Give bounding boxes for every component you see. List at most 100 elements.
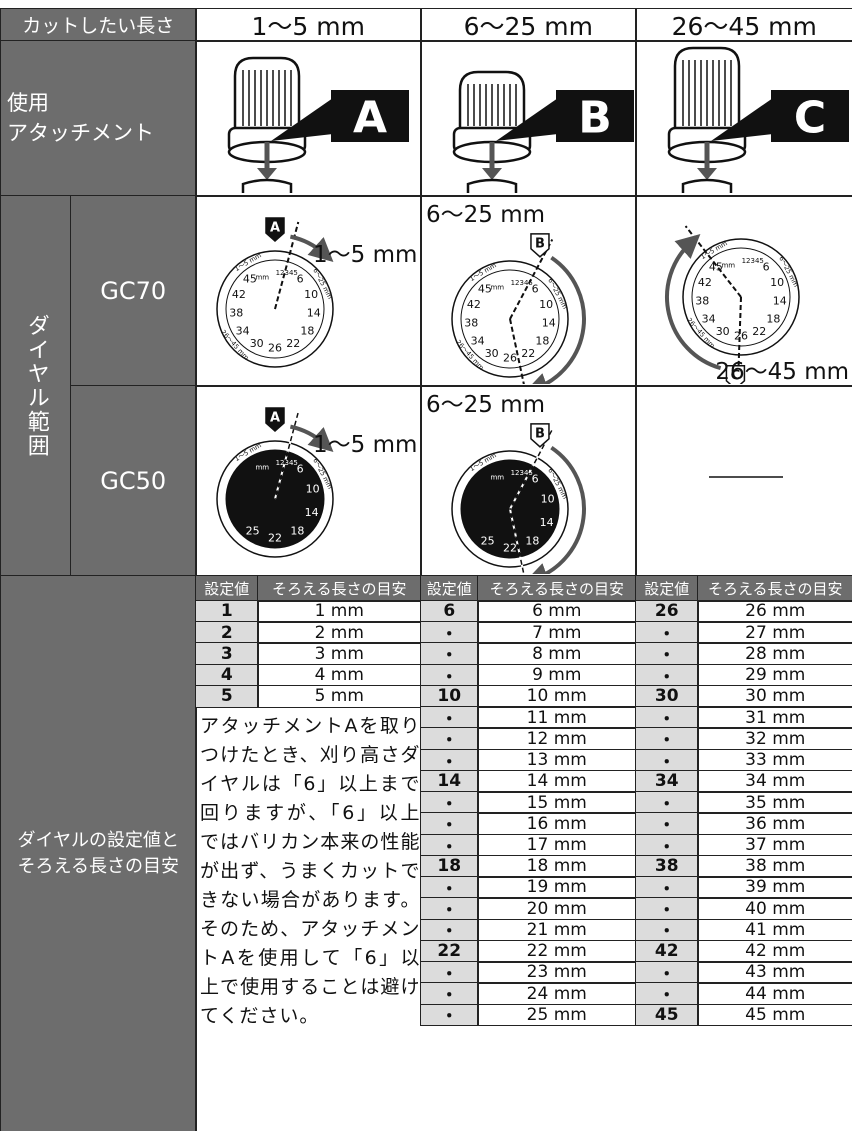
scale-number: 10: [304, 288, 318, 301]
label-line: アタッチメント: [7, 121, 154, 146]
scale-number: 14: [542, 317, 556, 330]
scale-number: 6: [531, 283, 538, 296]
scale-number: 6: [296, 273, 303, 286]
length-value: 5 mm: [257, 684, 422, 708]
scale-number: 45: [243, 273, 257, 286]
scale-number: 10: [539, 298, 553, 311]
scale-number: 22: [268, 532, 282, 545]
scale-number: 26: [268, 342, 282, 355]
scale-number: 30: [715, 325, 729, 338]
setting-value: 18: [420, 854, 479, 878]
scale-number: 6: [531, 473, 538, 486]
dial-cell: 1～5 mm 6～25 mm 26～45 mm 12345 mm 45 42 38 34 30 26…: [420, 195, 637, 387]
attachment-letter: A: [353, 93, 387, 144]
setting-value: ・: [420, 961, 479, 984]
setting-value: ・: [635, 897, 699, 921]
badge-letter: A: [270, 221, 280, 236]
model-name: GC50: [70, 385, 197, 577]
length-value: 7 mm: [477, 621, 637, 644]
setting-value: ・: [635, 812, 699, 836]
column-header: そろえる長さの目安: [477, 575, 637, 602]
length-value: 27 mm: [697, 621, 852, 644]
unit: mm: [721, 262, 735, 270]
setting-value: ・: [635, 642, 699, 666]
badge: [725, 365, 745, 385]
length-value: 45 mm: [697, 1003, 852, 1027]
length-value: 39 mm: [697, 876, 852, 899]
setting-value: ・: [420, 706, 479, 729]
settings-label: ダイヤルの設定値と そろえる長さの目安: [0, 575, 197, 1131]
setting-value: ・: [420, 812, 479, 836]
setting-value: 6: [420, 600, 479, 623]
scale-number: 25: [480, 535, 494, 548]
scale-number: 38: [464, 317, 478, 330]
setting-value: 10: [420, 684, 479, 708]
illustration: [708, 476, 783, 478]
badge-letter: B: [535, 237, 545, 252]
length-value: 2 mm: [257, 621, 422, 644]
scale-number: 6: [762, 261, 769, 274]
dial-range-label: ダイヤル範囲: [0, 195, 72, 577]
scale-number: 14: [773, 295, 787, 308]
setting-value: 2: [195, 621, 259, 644]
scale-number: 38: [695, 295, 709, 308]
clipper-head: [466, 179, 517, 194]
length-value: 10 mm: [477, 684, 637, 708]
scale-number: 30: [249, 337, 263, 350]
scale-number: 10: [540, 493, 554, 506]
label-box: [330, 90, 409, 143]
scale-number: 22: [521, 347, 535, 360]
illustration: A: [227, 57, 409, 194]
arrow-head: [481, 168, 502, 181]
length-value: 36 mm: [697, 812, 852, 836]
range-arrow: [523, 446, 586, 575]
setting-value: ・: [635, 876, 699, 899]
label-pointer: [710, 98, 773, 142]
scale-number: 34: [470, 335, 484, 348]
header-label: カットしたい長さ: [0, 8, 197, 42]
setting-value: 45: [635, 1003, 699, 1027]
setting-value: ・: [635, 706, 699, 729]
scale-number: 45: [478, 283, 492, 296]
dial-cell: 1～5 mm 6～25 mm 26～45 mm 12345 mm 45 42 38 34 30 26…: [195, 195, 422, 387]
attachment-cell: C: [635, 40, 852, 197]
setting-value: 42: [635, 939, 699, 963]
unit: mm: [490, 284, 504, 292]
arrow-head: [256, 168, 277, 181]
length-value: 9 mm: [477, 663, 637, 687]
attachment-letter: B: [578, 93, 612, 144]
length-value: 20 mm: [477, 897, 637, 921]
scale-number: 18: [525, 535, 539, 548]
length-value: 11 mm: [477, 706, 637, 729]
fine-scale: 12345: [510, 469, 532, 477]
model-name: GC70: [70, 195, 197, 387]
badge: [529, 423, 550, 449]
length-value: 23 mm: [477, 961, 637, 984]
unit: mm: [255, 464, 269, 472]
setting-value: 3: [195, 642, 259, 666]
label-line: ダイヤルの設定値と: [17, 829, 179, 851]
length-value: 8 mm: [477, 642, 637, 666]
length-value: 21 mm: [477, 918, 637, 942]
attachment-cell: A: [195, 40, 422, 197]
dial-cell: 1～5 mm 6～25 mm 12345 mm 25 22 18 14 10 6 B 6～25 mm: [420, 385, 637, 577]
scale-number: 42: [232, 288, 246, 301]
scale-number: 18: [766, 313, 780, 326]
setting-value: ・: [635, 982, 699, 1006]
length-value: 37 mm: [697, 833, 852, 857]
dial-cell: [635, 385, 852, 577]
attachment-cell: B: [420, 40, 637, 197]
setting-value: ・: [420, 642, 479, 666]
length-value: 29 mm: [697, 663, 852, 687]
length-value: 42 mm: [697, 939, 852, 963]
setting-value: ・: [420, 897, 479, 921]
unit: mm: [490, 474, 504, 482]
fine-scale: 12345: [275, 269, 297, 277]
attachment-label: 使用 アタッチメント: [0, 40, 197, 197]
setting-value: 26: [635, 600, 699, 623]
scale-number: 42: [698, 276, 712, 289]
range-label: 1～5 mm: [313, 242, 417, 268]
length-value: 25 mm: [477, 1003, 637, 1027]
